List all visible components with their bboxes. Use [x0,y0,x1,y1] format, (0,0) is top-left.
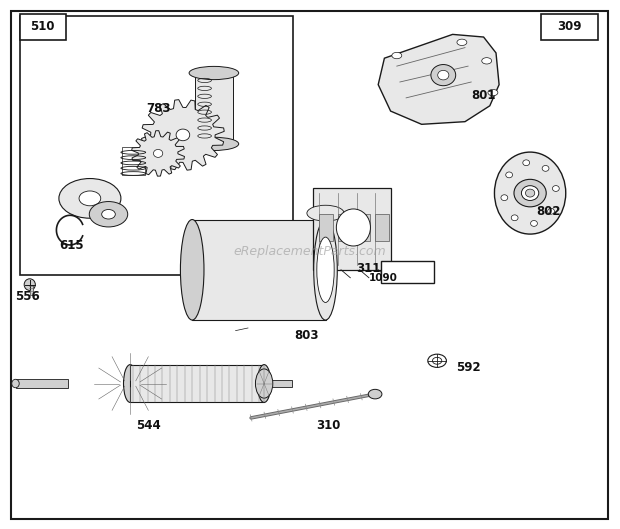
Ellipse shape [512,215,518,221]
Bar [264,380,292,387]
Text: 510: 510 [30,21,55,33]
Ellipse shape [433,358,441,364]
Ellipse shape [307,205,344,221]
Ellipse shape [336,209,371,246]
Polygon shape [378,34,499,124]
Ellipse shape [317,237,334,303]
Ellipse shape [488,89,498,96]
Bar [30,285,33,295]
Ellipse shape [523,160,529,166]
Ellipse shape [552,186,559,191]
Ellipse shape [428,354,446,367]
Ellipse shape [438,70,449,80]
Ellipse shape [89,202,128,227]
Bar [381,261,434,283]
Ellipse shape [542,166,549,171]
Ellipse shape [457,39,467,45]
Bar [195,74,232,143]
Bar [356,214,370,241]
Ellipse shape [257,364,271,403]
Ellipse shape [531,221,538,226]
Ellipse shape [59,179,121,218]
Text: eReplacementParts.com: eReplacementParts.com [234,245,386,258]
Ellipse shape [197,74,231,143]
Ellipse shape [431,65,456,86]
Ellipse shape [102,209,115,219]
Ellipse shape [526,189,534,197]
Bar [16,379,68,388]
Text: 801: 801 [471,89,496,102]
Ellipse shape [24,279,35,290]
Text: 783: 783 [146,102,170,115]
Ellipse shape [392,52,402,59]
Text: 803: 803 [294,330,319,342]
Ellipse shape [314,220,337,320]
Ellipse shape [176,129,190,141]
Ellipse shape [506,172,513,178]
Bar [313,188,391,270]
Text: 592: 592 [456,361,480,374]
Ellipse shape [521,186,539,200]
Text: 309: 309 [557,21,582,33]
Text: 1090: 1090 [369,273,397,282]
Text: 802: 802 [536,205,561,218]
Ellipse shape [547,208,554,214]
Ellipse shape [12,379,19,388]
Text: 311: 311 [356,262,381,275]
Bar [541,14,598,40]
Bar [338,214,352,241]
Ellipse shape [501,195,508,200]
Text: 556: 556 [16,290,40,303]
Bar [319,214,333,241]
Ellipse shape [482,58,492,64]
Ellipse shape [495,152,565,234]
Ellipse shape [180,220,204,320]
Ellipse shape [123,364,137,403]
Text: 310: 310 [316,419,341,432]
Ellipse shape [189,137,239,151]
Ellipse shape [255,369,273,398]
Polygon shape [131,131,185,176]
Bar [192,220,326,320]
Ellipse shape [153,150,162,158]
Ellipse shape [368,389,382,399]
Bar [20,16,293,275]
Text: 615: 615 [59,240,84,252]
Bar [122,147,145,175]
Bar [20,14,66,40]
Ellipse shape [514,179,546,207]
Ellipse shape [189,66,239,79]
Text: 544: 544 [136,419,161,432]
Polygon shape [141,99,224,170]
Bar [375,214,389,241]
Ellipse shape [79,191,100,206]
Polygon shape [322,212,329,225]
Bar [130,364,264,403]
